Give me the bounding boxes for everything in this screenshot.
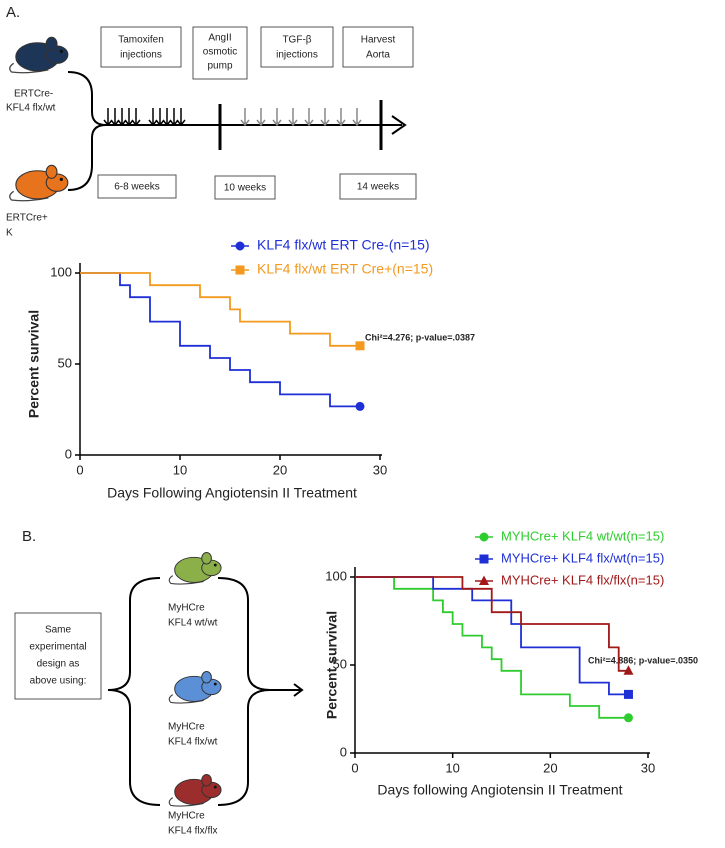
x-axis-label: Days Following Angiotensin II Treatment	[107, 485, 357, 501]
marker	[355, 341, 365, 351]
event-box	[192, 26, 248, 80]
event-box	[260, 26, 334, 68]
design-text: above using:	[30, 676, 87, 687]
annotation: Chi²=4.886; p-value=.0350	[588, 655, 698, 665]
duration-box	[214, 175, 276, 200]
tamoxifen-arrows	[103, 108, 186, 127]
y-tick-label: 0	[65, 446, 72, 461]
x-tick-label: 30	[641, 760, 655, 775]
mouse-label: KFL4 flx/flx	[168, 826, 217, 837]
event-text: Aorta	[366, 50, 390, 61]
x-tick-label: 10	[173, 462, 187, 477]
x-tick-label: 0	[351, 760, 358, 775]
event-text: injections	[276, 50, 318, 61]
legend-label: MYHCre+ KLF4 flx/flx(n=15)	[501, 572, 664, 587]
arrow	[270, 683, 304, 697]
x-tick-label: 10	[445, 760, 459, 775]
mouse-label: ERTCre+	[6, 213, 48, 224]
mouse-label: MyHCre	[168, 603, 205, 614]
tgf-arrows	[240, 108, 362, 127]
marker	[355, 401, 365, 411]
event-text: injections	[120, 50, 162, 61]
duration-box	[339, 173, 417, 200]
marker	[235, 241, 245, 251]
annotation: Chi²=4.276; p-value=.0387	[365, 332, 475, 342]
event-text: TGF-β	[282, 35, 311, 46]
event-text: Tamoxifen	[118, 35, 164, 46]
x-tick-label: 20	[273, 462, 287, 477]
timeline-arrow	[391, 115, 407, 135]
marker	[623, 713, 633, 723]
event-box	[100, 26, 182, 68]
mouse-icon	[9, 36, 69, 74]
y-tick-label: 0	[340, 744, 347, 759]
marker	[479, 575, 489, 585]
event-text: AngII	[208, 33, 231, 44]
mouse-label: KFL4 flx/wt	[6, 103, 56, 114]
legend-label: MYHCre+ KLF4 flx/wt(n=15)	[501, 550, 664, 565]
design-text: Same	[45, 625, 72, 636]
event-text: Harvest	[361, 35, 396, 46]
x-axis-label: Days following Angiotensin II Treatment	[377, 782, 622, 798]
mouse-icon	[168, 773, 222, 807]
mouse-label: ERTCre-	[14, 89, 53, 100]
event-box	[342, 26, 414, 68]
y-tick-label: 50	[333, 656, 347, 671]
y-tick-label: 50	[58, 355, 72, 370]
y-axis-label: Percent survival	[26, 310, 42, 418]
marker	[479, 554, 489, 564]
mouse-icon	[168, 551, 222, 585]
marker	[623, 665, 634, 675]
event-text: pump	[207, 61, 232, 72]
design-text: design as	[37, 659, 80, 670]
survival-curve	[355, 576, 629, 672]
duration-text: 10 weeks	[224, 183, 266, 194]
mouse-label: KFL4 flx/wt	[168, 737, 218, 748]
survival-curve	[355, 576, 629, 719]
brace	[107, 577, 161, 806]
panel-label: B.	[22, 528, 36, 545]
duration-box	[97, 174, 177, 199]
design-text: experimental	[29, 642, 86, 653]
design-box	[14, 612, 102, 700]
marker	[623, 689, 633, 699]
legend-label: MYHCre+ KLF4 wt/wt(n=15)	[501, 528, 664, 543]
event-text: osmotic	[203, 47, 237, 58]
x-tick-label: 0	[76, 462, 83, 477]
y-tick-label: 100	[325, 568, 347, 583]
legend-label: KLF4 flx/wt ERT Cre-(n=15)	[257, 237, 430, 253]
survival-curve	[355, 576, 629, 696]
x-tick-label: 20	[543, 760, 557, 775]
mouse-icon	[9, 164, 69, 202]
y-tick-label: 100	[50, 264, 72, 279]
brace	[217, 577, 271, 806]
mouse-icon	[168, 670, 222, 704]
survival-curve	[80, 272, 360, 408]
panel-label: A.	[6, 4, 20, 21]
mouse-label: K	[6, 228, 13, 239]
marker	[479, 532, 489, 542]
connector	[67, 71, 107, 191]
mouse-label: MyHCre	[168, 811, 205, 822]
legend-label: KLF4 flx/wt ERT Cre+(n=15)	[257, 261, 433, 277]
duration-text: 14 weeks	[357, 182, 399, 193]
duration-text: 6-8 weeks	[114, 182, 160, 193]
marker	[235, 265, 245, 275]
survival-curve	[80, 272, 360, 347]
mouse-label: KFL4 wt/wt	[168, 618, 218, 629]
y-axis-label: Percent survival	[324, 611, 340, 719]
x-tick-label: 30	[373, 462, 387, 477]
mouse-label: MyHCre	[168, 722, 205, 733]
